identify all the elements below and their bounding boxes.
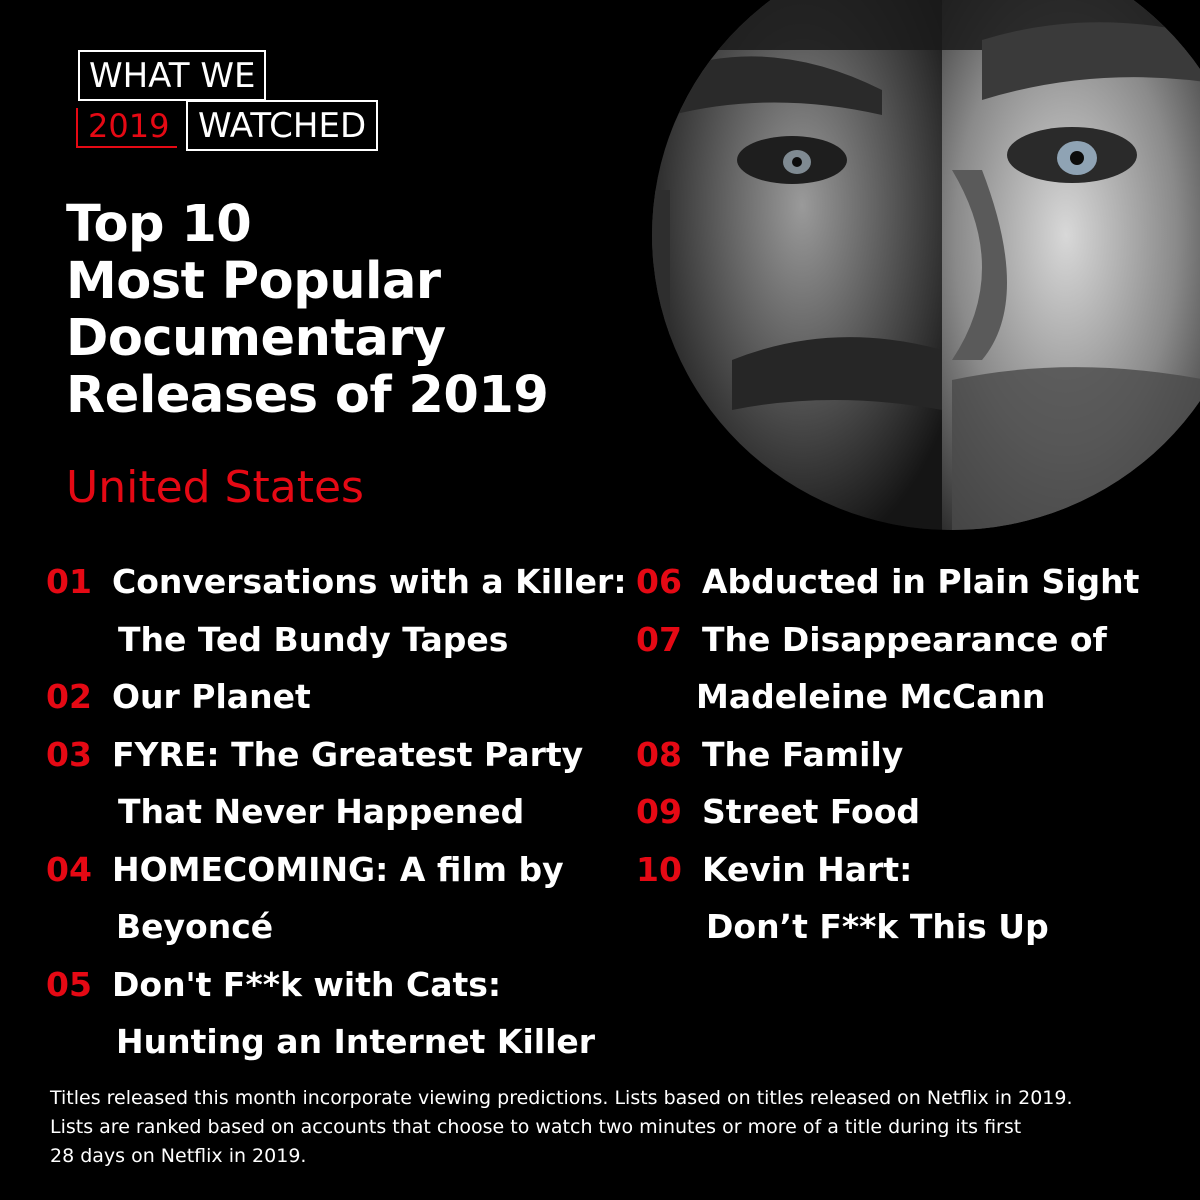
title-line: Abducted in Plain Sight — [702, 562, 1140, 601]
title-line: Beyoncé — [116, 907, 274, 946]
footnote-line: Lists are ranked based on accounts that … — [50, 1116, 1022, 1138]
title-line: HOMECOMING: A film by — [112, 849, 564, 889]
title-line: Documentary — [66, 309, 446, 368]
list-item: 07 The Disappearance of Madeleine McCann — [636, 611, 1139, 726]
logo-what-we: WHAT WE — [78, 50, 267, 101]
title-line: Releases of 2019 — [66, 366, 549, 425]
title-line: Conversations with a Killer: — [112, 562, 627, 601]
title-name: HOMECOMING: A film by Beyoncé — [112, 841, 564, 956]
title-line: That Never Happened — [118, 792, 525, 831]
list-item: 06 Abducted in Plain Sight — [636, 553, 1139, 611]
rank-number: 08 — [636, 734, 682, 774]
ranking-list-left: 01 Conversations with a Killer: The Ted … — [46, 553, 627, 1071]
rank-number: 01 — [46, 562, 92, 601]
title-name: Street Food — [702, 783, 920, 841]
title-line: FYRE: The Greatest Party — [112, 734, 584, 774]
page-title: Top 10 Most Popular Documentary Releases… — [66, 195, 549, 425]
logo-line1: WHAT WE — [89, 56, 256, 96]
title-name: Abducted in Plain Sight — [702, 553, 1139, 611]
title-name: Don't F**k with Cats: Hunting an Interne… — [112, 956, 595, 1071]
title-line: Don't F**k with Cats: — [112, 964, 502, 1004]
rank-number: 10 — [636, 849, 682, 889]
footnote-line: Titles released this month incorporate v… — [50, 1087, 1073, 1109]
title-line: Street Food — [702, 792, 921, 831]
list-item: 08 The Family — [636, 726, 1139, 784]
documentary-portrait-image — [652, 0, 1200, 530]
title-line: Our Planet — [112, 677, 311, 716]
footnote-line: 28 days on Netflix in 2019. — [50, 1145, 307, 1167]
list-item: 02 Our Planet — [46, 668, 627, 726]
rank-number: 06 — [636, 562, 682, 601]
logo-year: 2019 — [76, 108, 178, 148]
title-name: The Disappearance of Madeleine McCann — [696, 611, 1107, 726]
title-name: FYRE: The Greatest Party That Never Happ… — [112, 726, 583, 841]
title-line: Don’t F**k This Up — [706, 907, 1049, 946]
region-subtitle: United States — [66, 462, 364, 513]
title-name: Our Planet — [112, 668, 311, 726]
rank-number: 07 — [636, 619, 682, 659]
footnote: Titles released this month incorporate v… — [50, 1084, 1180, 1171]
title-line: The Family — [702, 734, 904, 774]
logo-line2: WATCHED — [198, 106, 367, 146]
title-name: Kevin Hart: Don’t F**k This Up — [702, 841, 1049, 956]
title-line: The Disappearance of — [702, 619, 1107, 659]
rank-number: 02 — [46, 677, 92, 716]
title-name: Conversations with a Killer: The Ted Bun… — [112, 553, 627, 668]
list-item: 05 Don't F**k with Cats: Hunting an Inte… — [46, 956, 627, 1071]
logo-watched: WATCHED — [186, 100, 379, 151]
rank-number: 03 — [46, 734, 92, 774]
list-item: 04 HOMECOMING: A film by Beyoncé — [46, 841, 627, 956]
title-name: The Family — [702, 726, 903, 784]
ranking-list-right: 06 Abducted in Plain Sight 07 The Disapp… — [636, 553, 1139, 956]
rank-number: 09 — [636, 792, 682, 831]
rank-number: 04 — [46, 849, 92, 889]
title-line: Most Popular — [66, 252, 441, 311]
title-line: The Ted Bundy Tapes — [118, 619, 509, 659]
title-line: Madeleine McCann — [696, 677, 1046, 716]
title-line: Top 10 — [66, 195, 252, 254]
list-item: 03 FYRE: The Greatest Party That Never H… — [46, 726, 627, 841]
list-item: 01 Conversations with a Killer: The Ted … — [46, 553, 627, 668]
title-line: Hunting an Internet Killer — [116, 1022, 596, 1061]
list-item: 10 Kevin Hart: Don’t F**k This Up — [636, 841, 1139, 956]
list-item: 09 Street Food — [636, 783, 1139, 841]
rank-number: 05 — [46, 964, 92, 1004]
title-line: Kevin Hart: — [702, 849, 913, 889]
